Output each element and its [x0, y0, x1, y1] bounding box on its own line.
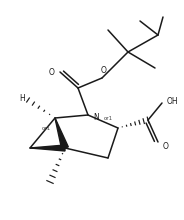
Polygon shape [55, 118, 68, 149]
Text: or1: or1 [103, 116, 113, 121]
Text: O: O [49, 68, 55, 77]
Text: or1: or1 [41, 125, 51, 130]
Text: O: O [101, 66, 107, 75]
Text: O: O [163, 141, 169, 150]
Polygon shape [30, 145, 65, 151]
Text: N: N [93, 112, 99, 121]
Text: OH: OH [166, 97, 178, 106]
Text: H: H [19, 94, 25, 103]
